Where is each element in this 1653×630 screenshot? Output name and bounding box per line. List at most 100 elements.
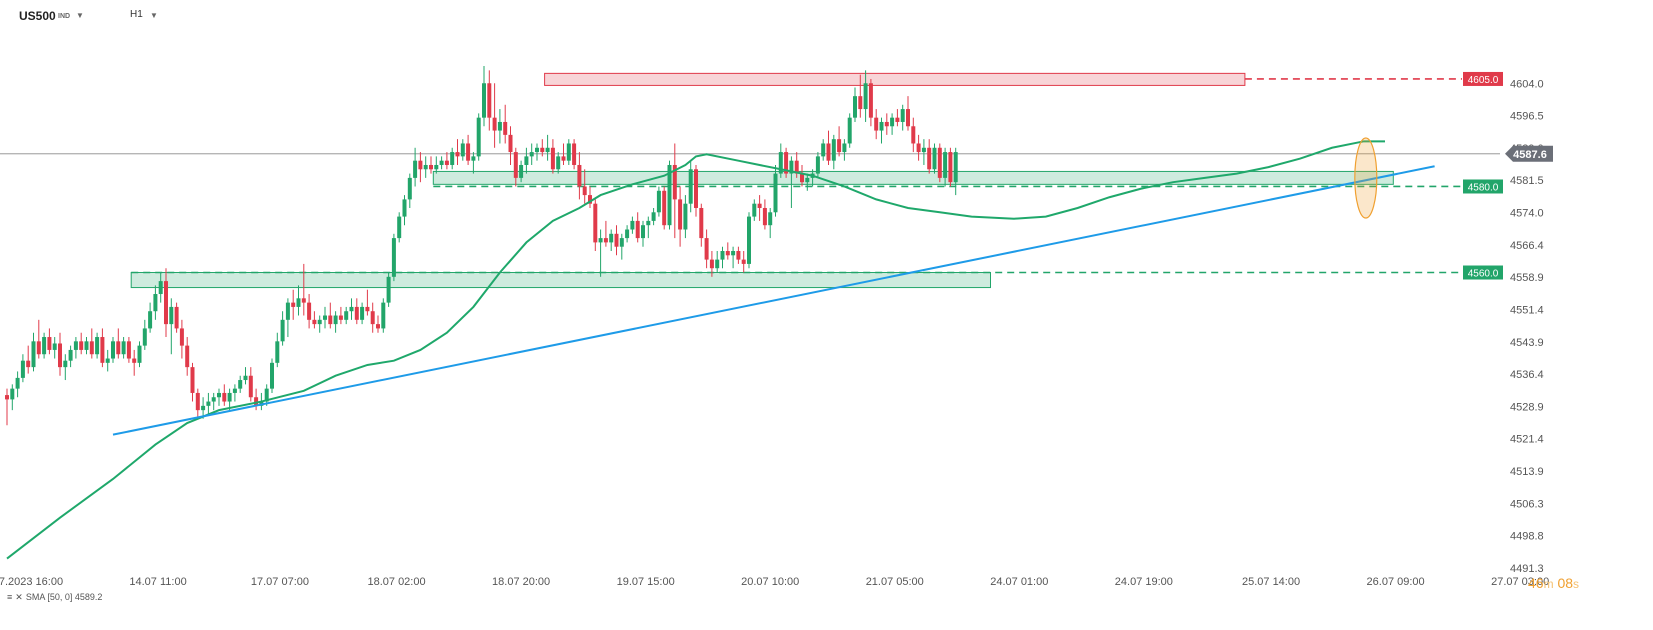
- y-tick-label: 4558.9: [1510, 272, 1544, 284]
- bear-candle: [503, 121, 508, 135]
- bull-candle: [641, 225, 645, 239]
- bull-candle: [238, 380, 243, 389]
- bull-candle: [413, 160, 418, 178]
- level-tag-label: 4580.0: [1468, 182, 1499, 193]
- y-tick-label: 4513.9: [1510, 466, 1544, 478]
- bear-candle: [466, 143, 471, 161]
- sma-line: [6, 140, 1385, 560]
- bull-candle: [482, 83, 486, 118]
- bear-candle: [248, 375, 253, 398]
- bull-candle: [720, 251, 725, 260]
- close-icon[interactable]: ✕: [15, 592, 23, 602]
- bull-candle: [105, 358, 110, 363]
- countdown-seconds-unit: s: [1573, 577, 1580, 591]
- bull-candle: [519, 164, 524, 178]
- timeframe-selector[interactable]: H1: [130, 9, 143, 20]
- bull-candle: [285, 302, 290, 320]
- bull-candle: [10, 388, 15, 400]
- bull-candle: [280, 319, 285, 342]
- bull-candle: [853, 96, 857, 118]
- bear-candle: [164, 281, 168, 325]
- bear-candle: [444, 160, 449, 165]
- x-axis: 13.07.2023 16:00 14.07 11:00 17.07 07:00 18…: [0, 576, 1549, 588]
- symbol-selector[interactable]: US500: [19, 9, 56, 23]
- x-tick-label: 25.07 14:00: [1242, 576, 1300, 588]
- timeframe-label[interactable]: H1: [130, 9, 143, 20]
- bull-candle: [805, 177, 810, 183]
- chevron-down-icon[interactable]: ▼: [76, 11, 84, 20]
- bear-candle: [222, 392, 227, 402]
- bull-candle: [789, 160, 794, 174]
- bull-candle: [535, 147, 539, 153]
- bear-candle: [291, 302, 296, 307]
- trendline-layer: [112, 165, 1435, 436]
- bear-candle: [58, 343, 62, 368]
- highlight-layer: [1354, 137, 1378, 219]
- bear-candle: [132, 358, 137, 363]
- bear-candle: [874, 117, 879, 131]
- bull-candle: [42, 337, 47, 355]
- x-tick-label: 24.07 19:00: [1115, 576, 1173, 588]
- bull-candle: [397, 216, 402, 239]
- bear-candle: [662, 190, 667, 226]
- bull-candle: [688, 169, 693, 204]
- y-axis: 4604.04596.54589.04581.54574.04566.44558…: [1510, 78, 1544, 575]
- bull-candle: [391, 238, 396, 277]
- bear-candle: [174, 306, 179, 329]
- bear-candle: [195, 392, 200, 411]
- bull-candle: [142, 328, 147, 346]
- bear-candle: [370, 311, 375, 325]
- bear-candle: [47, 337, 52, 350]
- countdown-seconds: 08: [1557, 575, 1574, 591]
- bear-candle: [179, 328, 184, 346]
- bull-candle: [943, 152, 948, 178]
- bull-candle: [715, 259, 720, 269]
- y-tick-label: 4581.5: [1510, 175, 1544, 187]
- bear-candle: [757, 203, 762, 208]
- current-price-tag: [1505, 145, 1553, 162]
- bull-candle: [20, 360, 25, 378]
- bear-candle: [614, 233, 619, 247]
- bull-candle: [111, 341, 115, 359]
- bull-candle: [73, 341, 78, 350]
- level-tag-label: 4560.0: [1468, 269, 1499, 280]
- bear-candle: [513, 152, 518, 178]
- bear-candle: [307, 302, 312, 320]
- x-tick-label: 18.07 20:00: [492, 576, 550, 588]
- countdown-minutes: 46: [1528, 575, 1544, 591]
- bear-candle: [635, 220, 640, 239]
- bear-candle: [593, 203, 598, 243]
- x-tick-label: 27.07 03:00: [1491, 576, 1549, 588]
- symbol-name[interactable]: US500: [19, 9, 56, 23]
- bear-candle: [328, 315, 333, 325]
- bull-candle: [323, 315, 327, 320]
- y-tick-label: 4491.3: [1510, 563, 1544, 575]
- bull-candle: [656, 190, 661, 213]
- bear-candle: [79, 341, 84, 350]
- bull-candle: [831, 139, 836, 161]
- sma-legend: ≡ ✕ SMA [50, 0] 4589.2: [7, 592, 105, 603]
- y-tick-label: 4566.4: [1510, 240, 1544, 252]
- x-tick-label: 24.07 01:00: [990, 576, 1048, 588]
- x-tick-label: 26.07 09:00: [1367, 576, 1425, 588]
- bear-candle: [487, 83, 492, 118]
- level-tag: [1463, 179, 1503, 194]
- y-tick-label: 4604.0: [1510, 78, 1544, 90]
- bull-candle: [407, 177, 412, 200]
- bull-candle: [768, 212, 773, 226]
- y-tick-label: 4521.4: [1510, 434, 1544, 446]
- chevron-down-icon[interactable]: ▼: [150, 11, 158, 20]
- bear-candle: [376, 324, 380, 329]
- collapse-icon[interactable]: ≡: [7, 592, 13, 602]
- bear-candle: [784, 152, 789, 174]
- y-tick-label: 4528.9: [1510, 401, 1544, 413]
- bear-candle: [800, 173, 804, 183]
- bull-candle: [317, 319, 322, 325]
- bull-candle: [275, 341, 280, 363]
- bull-candle: [646, 220, 651, 226]
- bull-candle: [386, 276, 391, 303]
- bull-candle: [137, 345, 142, 363]
- bear-candle: [561, 156, 566, 161]
- bull-candle: [900, 109, 905, 122]
